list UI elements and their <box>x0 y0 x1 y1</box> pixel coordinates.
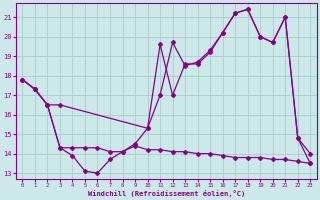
X-axis label: Windchill (Refroidissement éolien,°C): Windchill (Refroidissement éolien,°C) <box>88 190 245 197</box>
